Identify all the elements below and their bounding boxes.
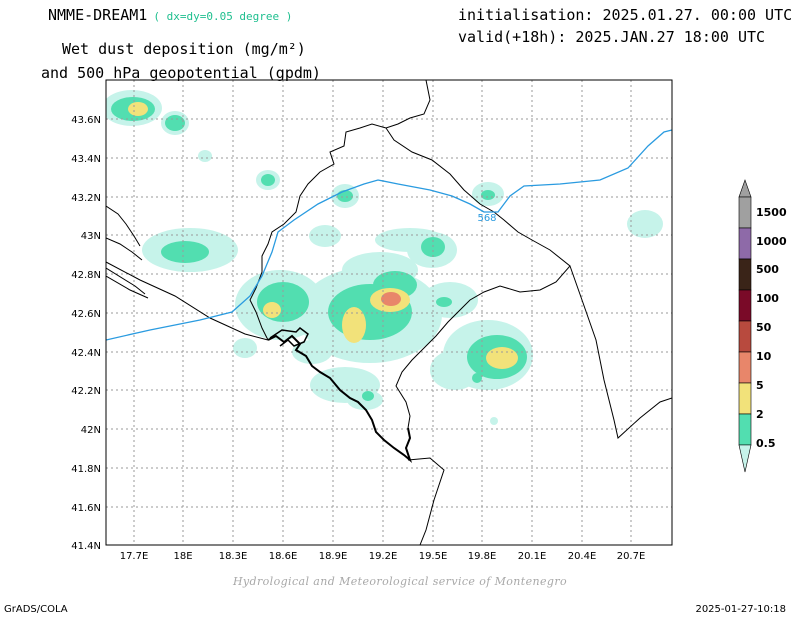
legend-label: 1000 <box>756 235 787 248</box>
title-line-2: and 500 hPa geopotential (gpdm) <box>41 64 321 82</box>
legend-label: 1500 <box>756 206 787 219</box>
resolution-label: ( dx=dy=0.05 degree ) <box>153 10 293 23</box>
lat-label: 43.4N <box>71 154 101 165</box>
credit-line: Hydrological and Meteorological service … <box>232 575 568 588</box>
software-label: GrADS/COLA <box>4 604 68 615</box>
initialisation-time: initialisation: 2025.01.27. 00:00 UTC <box>458 6 793 24</box>
lon-label: 20.1E <box>518 551 547 562</box>
lat-label: 41.6N <box>71 503 101 514</box>
legend-swatch <box>738 320 752 353</box>
legend-swatch <box>738 351 752 384</box>
lat-label: 42.8N <box>71 270 101 281</box>
lon-label: 18.6E <box>269 551 298 562</box>
legend-labels: 1500 1000 500 100 50 10 5 2 0.5 <box>756 206 787 450</box>
legend-label: 5 <box>756 379 764 392</box>
croatian-coast <box>106 205 269 341</box>
legend-label: 100 <box>756 292 779 305</box>
longitude-labels: 17.7E 18E 18.3E 18.6E 18.9E 19.2E 19.5E … <box>120 551 646 562</box>
legend-swatch <box>738 413 752 446</box>
legend-arrow-bottom <box>738 444 752 473</box>
title-line-1: Wet dust deposition (mg/m²) <box>62 40 306 58</box>
latitude-labels: 43.6N 43.4N 43.2N 43N 42.8N 42.6N 42.4N … <box>71 115 101 552</box>
map-frame <box>105 79 673 546</box>
lon-label: 20.7E <box>617 551 646 562</box>
legend-swatch <box>738 227 752 260</box>
legend-label: 500 <box>756 263 779 276</box>
lon-label: 17.7E <box>120 551 149 562</box>
lat-label: 43.6N <box>71 115 101 126</box>
lat-label: 41.4N <box>71 541 101 552</box>
valid-time: valid(+18h): 2025.JAN.27 18:00 UTC <box>458 28 766 46</box>
lon-label: 19.8E <box>468 551 497 562</box>
lon-label: 19.5E <box>419 551 448 562</box>
model-name: NMME-DREAM1 ( dx=dy=0.05 degree ) <box>48 8 292 23</box>
render-timestamp: 2025-01-27-10:18 <box>695 604 786 615</box>
bay-kotor <box>269 327 309 347</box>
legend-label: 50 <box>756 321 772 334</box>
legend-label: 0.5 <box>756 437 776 450</box>
lon-label: 19.2E <box>369 551 398 562</box>
legend-swatch <box>738 258 752 291</box>
lon-label: 18.9E <box>319 551 348 562</box>
geopotential-contour-568 <box>106 129 672 341</box>
lat-label: 43N <box>81 231 101 242</box>
lon-label: 18E <box>173 551 192 562</box>
legend-label: 2 <box>756 408 764 421</box>
lat-label: 42.4N <box>71 348 101 359</box>
lon-label: 20.4E <box>568 551 597 562</box>
lat-label: 41.8N <box>71 464 101 475</box>
legend-colorbar <box>738 179 752 473</box>
legend-swatch <box>738 196 752 229</box>
coastline <box>267 334 413 464</box>
legend-swatch <box>738 382 752 415</box>
lat-label: 42.6N <box>71 309 101 320</box>
grid-lines <box>106 80 672 545</box>
map-area <box>106 80 672 545</box>
model-label: NMME-DREAM1 <box>48 6 148 24</box>
legend-swatch <box>738 289 752 322</box>
contour-label: 568 <box>477 213 496 224</box>
lon-label: 18.3E <box>219 551 248 562</box>
lat-label: 42N <box>81 425 101 436</box>
country-borders <box>249 80 672 545</box>
legend-label: 10 <box>756 350 772 363</box>
lat-label: 42.2N <box>71 386 101 397</box>
legend-arrow-top <box>738 179 752 198</box>
lat-label: 43.2N <box>71 193 101 204</box>
